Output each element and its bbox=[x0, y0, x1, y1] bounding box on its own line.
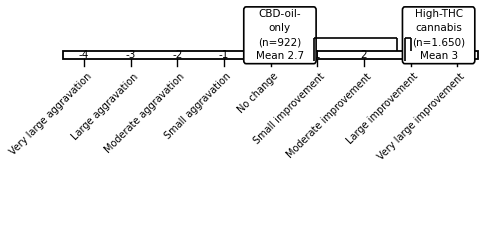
Text: No change: No change bbox=[236, 71, 280, 115]
FancyBboxPatch shape bbox=[244, 7, 316, 64]
Text: Small improvement: Small improvement bbox=[252, 71, 326, 146]
Text: Very large improvement: Very large improvement bbox=[376, 71, 466, 162]
Text: CBD-oil-
only
(n=922)
Mean 2.7: CBD-oil- only (n=922) Mean 2.7 bbox=[256, 9, 304, 61]
Text: Large improvement: Large improvement bbox=[345, 71, 420, 146]
Text: 2: 2 bbox=[360, 50, 368, 60]
FancyBboxPatch shape bbox=[63, 51, 478, 59]
Text: 1: 1 bbox=[314, 50, 320, 60]
Text: High-THC
cannabis
(n=1.650)
Mean 3: High-THC cannabis (n=1.650) Mean 3 bbox=[412, 9, 465, 61]
Text: Very large aggravation: Very large aggravation bbox=[8, 71, 94, 157]
Text: -3: -3 bbox=[126, 50, 136, 60]
Text: 0: 0 bbox=[268, 50, 274, 60]
Text: -4: -4 bbox=[78, 50, 89, 60]
Text: Moderate aggravation: Moderate aggravation bbox=[103, 71, 186, 155]
Text: 3: 3 bbox=[408, 50, 414, 60]
Text: Moderate improvement: Moderate improvement bbox=[285, 71, 374, 160]
Text: 4: 4 bbox=[454, 50, 460, 60]
FancyBboxPatch shape bbox=[402, 7, 475, 64]
Text: -1: -1 bbox=[218, 50, 229, 60]
Text: -2: -2 bbox=[172, 50, 182, 60]
Text: Small aggravation: Small aggravation bbox=[164, 71, 234, 141]
Text: Large aggravation: Large aggravation bbox=[70, 71, 140, 142]
